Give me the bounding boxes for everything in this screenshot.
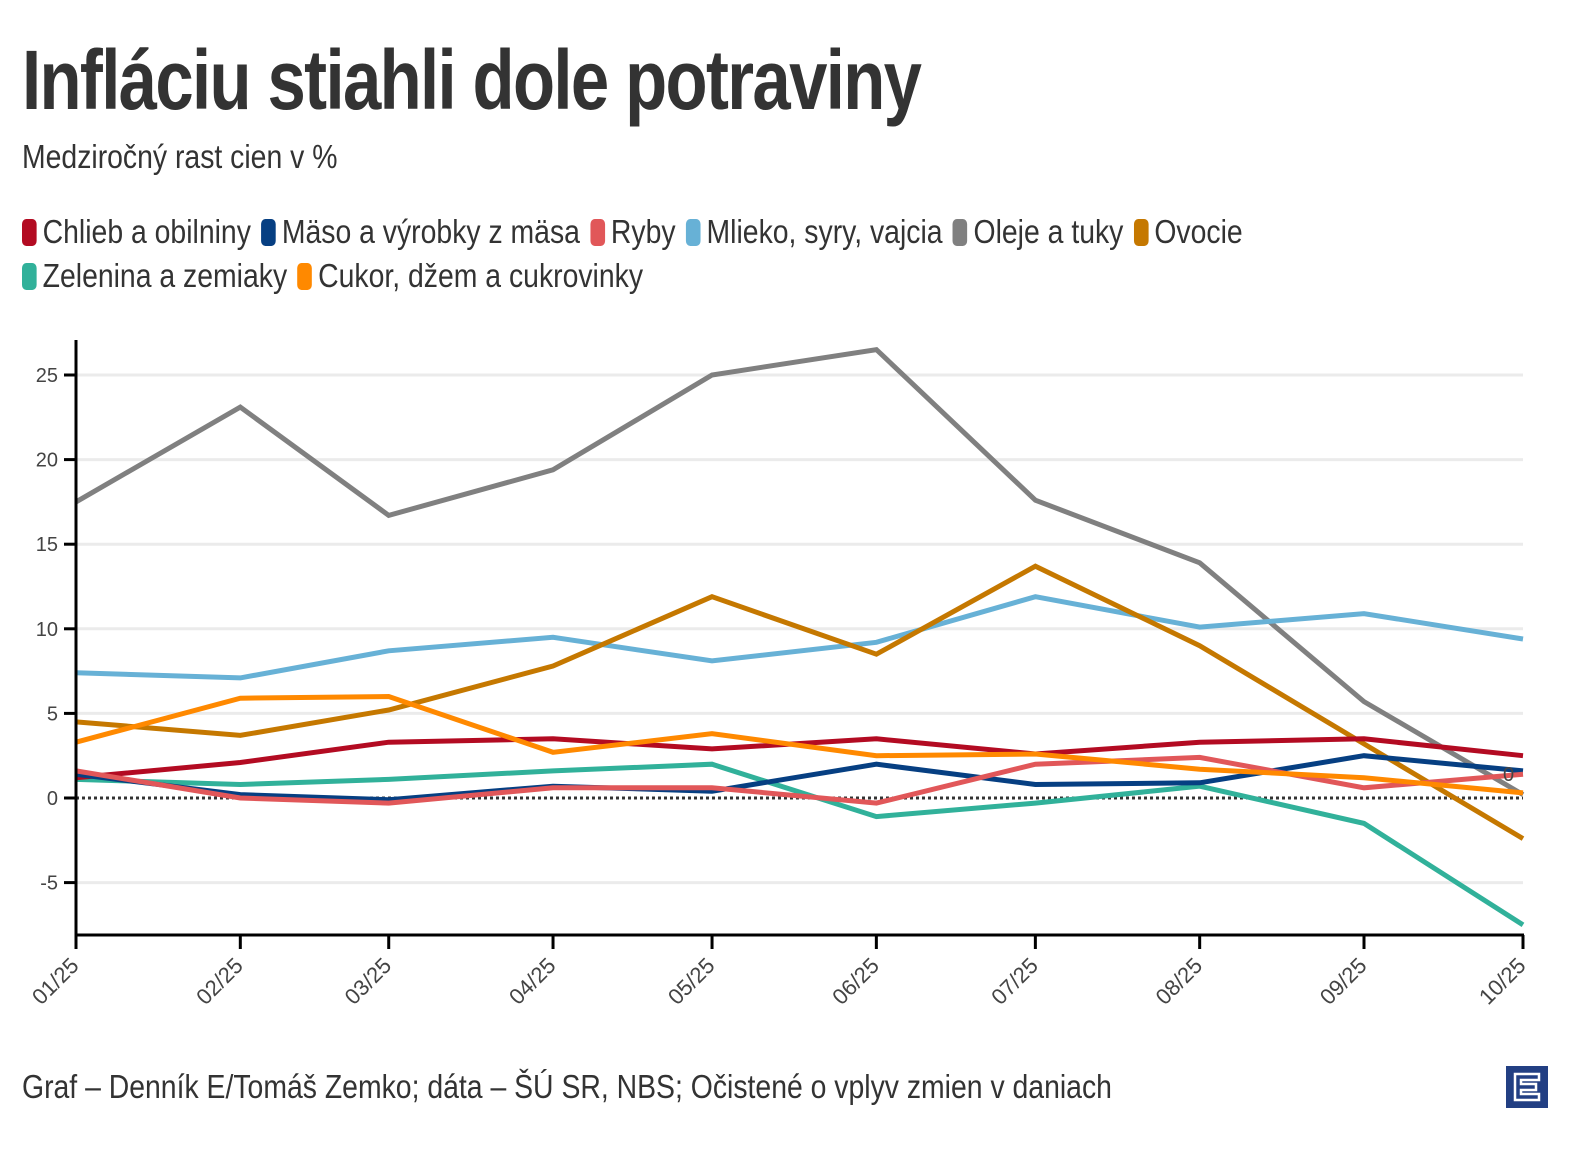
- x-tick-label: 08/25: [1151, 953, 1208, 1010]
- legend-swatch-icon: [1133, 218, 1149, 246]
- series-line-maso-a-vyrobky-z-masa: [75, 753, 1524, 803]
- legend-item: Ovocie: [1133, 213, 1243, 251]
- series-line-oleje-a-tuky: [74, 346, 1525, 797]
- x-tick-label: 09/25: [1315, 953, 1372, 1010]
- x-axis-ticks: 01/25 02/25 03/25 04/25 05/25 06/25 07/25 08/25…: [27, 935, 1531, 1009]
- legend-label: Ryby: [610, 213, 676, 250]
- y-tick-label: 20: [36, 450, 58, 472]
- legend-swatch-icon: [22, 262, 37, 290]
- legend-item: Cukor, džem a cukrovinky: [297, 257, 643, 295]
- series-line-zelenina-a-zemiaky: [75, 761, 1525, 928]
- chart-subtitle: Medziročný rast cien v %: [22, 138, 338, 175]
- y-tick-label: 15: [36, 534, 58, 556]
- legend-item: Oleje a tuky: [952, 213, 1124, 251]
- legend: Chlieb a obilniny Mäso a výrobky z mäsa Ry…: [22, 210, 1329, 298]
- legend-row-1: Chlieb a obilniny Mäso a výrobky z mäsa Ry…: [22, 210, 1329, 254]
- end-annotation: 0: [1503, 764, 1514, 786]
- legend-label: Mäso a výrobky z mäsa: [281, 213, 580, 250]
- x-tick-label: 02/25: [191, 953, 248, 1010]
- y-axis-ticks: -5 0 5 10 15 20 25: [36, 365, 76, 895]
- legend-label: Zelenina a zemiaky: [42, 257, 288, 294]
- legend-swatch-icon: [297, 262, 313, 290]
- series-line-mlieko-syry-vajcia: [75, 594, 1524, 681]
- legend-label: Chlieb a obilniny: [42, 213, 251, 250]
- legend-swatch-icon: [952, 218, 968, 246]
- source-note: Graf – Denník E/Tomáš Zemko; dáta – ŠÚ S…: [22, 1068, 1112, 1105]
- legend-swatch-icon: [685, 218, 701, 246]
- x-tick-label: 05/25: [663, 953, 720, 1010]
- y-tick-label: 5: [47, 703, 58, 725]
- legend-swatch-icon: [22, 218, 37, 246]
- legend-label: Oleje a tuky: [973, 213, 1124, 250]
- legend-item: Ryby: [590, 213, 676, 251]
- legend-item: Mäso a výrobky z mäsa: [261, 213, 580, 251]
- legend-item: Zelenina a zemiaky: [22, 257, 287, 295]
- x-tick-label: 07/25: [986, 953, 1043, 1010]
- legend-item: Mlieko, syry, vajcia: [685, 213, 943, 251]
- series-line-ovocie: [75, 563, 1525, 841]
- y-tick-label: -5: [40, 873, 58, 895]
- x-tick-label: 01/25: [27, 953, 84, 1010]
- legend-label: Ovocie: [1154, 213, 1243, 250]
- series-line-cukor-dzem-a-cukrovinky: [75, 693, 1524, 796]
- y-tick-label: 10: [36, 619, 58, 641]
- legend-item: Chlieb a obilniny: [22, 213, 251, 251]
- legend-label: Mlieko, syry, vajcia: [706, 213, 943, 250]
- legend-row-2: Zelenina a zemiaky Cukor, džem a cukrovin…: [22, 254, 1329, 298]
- denník-e-logo-icon: [1506, 1066, 1548, 1108]
- x-tick-label: 10/25: [1474, 953, 1531, 1010]
- y-tick-label: 25: [36, 365, 58, 387]
- legend-swatch-icon: [590, 218, 605, 246]
- x-tick-label: 06/25: [827, 953, 884, 1010]
- x-tick-label: 03/25: [340, 953, 397, 1010]
- chart-title: Infláciu stiahli dole potraviny: [22, 33, 922, 127]
- legend-swatch-icon: [261, 218, 276, 246]
- series-lines: [74, 346, 1525, 928]
- line-chart: -5 0 5 10 15 20 25 01/25 02/25 03/25 04/25 05/25 06…: [27, 340, 1531, 1009]
- x-tick-label: 04/25: [504, 953, 561, 1010]
- legend-label: Cukor, džem a cukrovinky: [318, 257, 644, 294]
- y-tick-label: 0: [47, 788, 58, 810]
